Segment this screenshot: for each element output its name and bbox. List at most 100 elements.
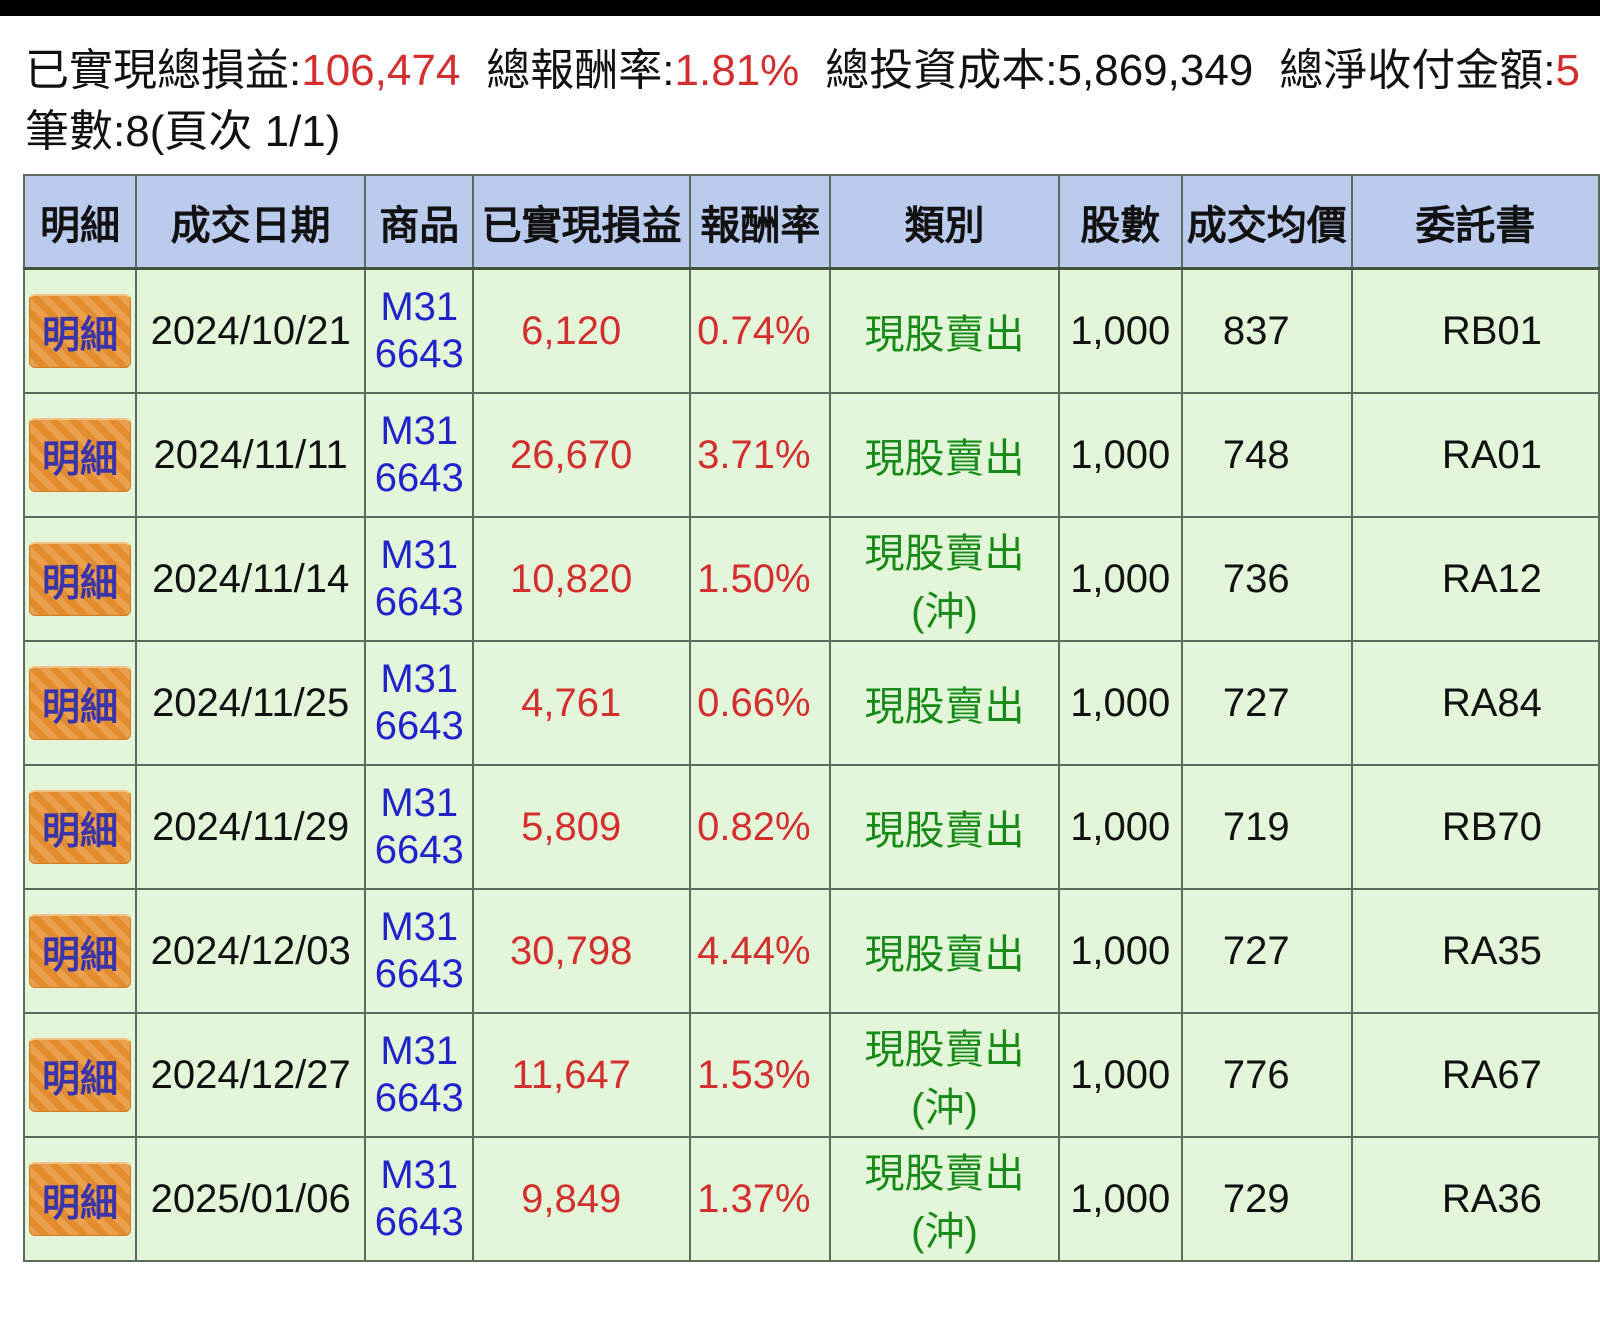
product-code-cell: M31 6643 xyxy=(364,267,475,394)
detail-button[interactable]: 明細 xyxy=(28,294,131,368)
category-cell: 現股賣出 xyxy=(829,267,1060,394)
order-no-cell: RA67 xyxy=(1350,1012,1600,1138)
category-cell: 現股賣出(沖) xyxy=(829,516,1060,642)
total-return-rate: 總報酬率:1.81% xyxy=(486,46,799,95)
avg-price-cell: 727 xyxy=(1180,640,1353,766)
table-row: 明細 2024/11/25 M31 6643 4,761 0.66% 現股賣出 … xyxy=(23,640,1600,766)
total-investment-cost: 總投資成本:5,869,349 xyxy=(825,46,1253,95)
col-header-category: 類別 xyxy=(829,174,1060,270)
category-cell: 現股賣出 xyxy=(829,764,1060,890)
detail-cell: 明細 xyxy=(23,267,137,394)
product-code-cell: M31 6643 xyxy=(364,392,475,518)
table-row: 明細 2024/12/03 M31 6643 30,798 4.44% 現股賣出… xyxy=(23,888,1600,1014)
table-row: 明細 2025/01/06 M31 6643 9,849 1.37% 現股賣出(… xyxy=(23,1136,1600,1262)
trade-date-cell: 2024/11/25 xyxy=(134,640,367,766)
table-row: 明細 2024/11/11 M31 6643 26,670 3.71% 現股賣出… xyxy=(23,392,1600,518)
trade-date-cell: 2024/11/14 xyxy=(134,516,367,642)
total-return-rate-value: 1.81% xyxy=(674,46,800,95)
col-header-return-rate: 報酬率 xyxy=(689,174,832,270)
col-header-realized-pnl: 已實現損益 xyxy=(472,174,692,270)
return-rate-cell: 0.66% xyxy=(689,640,832,766)
trade-date-cell: 2025/01/06 xyxy=(134,1136,367,1262)
table-row: 明細 2024/12/27 M31 6643 11,647 1.53% 現股賣出… xyxy=(23,1012,1600,1138)
detail-cell: 明細 xyxy=(23,888,137,1014)
category-cell: 現股賣出 xyxy=(829,392,1060,518)
total-realized-pnl-label: 已實現總損益: xyxy=(25,46,302,95)
col-header-trade-date: 成交日期 xyxy=(134,174,367,270)
detail-cell: 明細 xyxy=(23,1012,137,1138)
total-net-payment: 總淨收付金額:5 xyxy=(1279,46,1580,95)
order-no-cell: RB70 xyxy=(1350,764,1600,890)
realized-pnl-cell: 11,647 xyxy=(472,1012,692,1138)
return-rate-cell: 0.74% xyxy=(689,267,832,394)
product-code-cell: M31 6643 xyxy=(364,640,475,766)
avg-price-cell: 837 xyxy=(1180,267,1353,394)
header-row: 明細 成交日期 商品 已實現損益 報酬率 類別 股數 成交均價 委託書 xyxy=(23,174,1600,270)
return-rate-cell: 4.44% xyxy=(689,888,832,1014)
col-header-order-no: 委託書 xyxy=(1350,174,1600,270)
category-cell: 現股賣出(沖) xyxy=(829,1136,1060,1262)
detail-button[interactable]: 明細 xyxy=(28,666,131,740)
realized-pnl-cell: 6,120 xyxy=(472,267,692,394)
return-rate-cell: 1.53% xyxy=(689,1012,832,1138)
realized-pnl-cell: 9,849 xyxy=(472,1136,692,1262)
total-realized-pnl-value: 106,474 xyxy=(301,46,461,95)
summary-line: 已實現總損益:106,474 總報酬率:1.81% 總投資成本:5,869,349 總… xyxy=(25,40,1600,102)
table-row: 明細 2024/10/21 M31 6643 6,120 0.74% 現股賣出 … xyxy=(23,267,1600,394)
trade-date-cell: 2024/10/21 xyxy=(134,267,367,394)
realized-pnl-cell: 10,820 xyxy=(472,516,692,642)
avg-price-cell: 719 xyxy=(1180,764,1353,890)
col-header-shares: 股數 xyxy=(1057,174,1183,270)
record-count-line: 筆數:8(頁次 1/1) xyxy=(25,107,341,156)
shares-cell: 1,000 xyxy=(1057,640,1183,766)
product-code-cell: M31 6643 xyxy=(364,1012,475,1138)
realized-pnl-cell: 5,809 xyxy=(472,764,692,890)
detail-button[interactable]: 明細 xyxy=(28,542,131,616)
detail-cell: 明細 xyxy=(23,640,137,766)
shares-cell: 1,000 xyxy=(1057,1136,1183,1262)
trade-date-cell: 2024/12/03 xyxy=(134,888,367,1014)
trade-date-cell: 2024/12/27 xyxy=(134,1012,367,1138)
order-no-cell: RA01 xyxy=(1350,392,1600,518)
order-no-cell: RA35 xyxy=(1350,888,1600,1014)
detail-cell: 明細 xyxy=(23,1136,137,1262)
detail-button[interactable]: 明細 xyxy=(28,914,131,988)
table-row: 明細 2024/11/14 M31 6643 10,820 1.50% 現股賣出… xyxy=(23,516,1600,642)
col-header-detail: 明細 xyxy=(23,174,137,270)
detail-button[interactable]: 明細 xyxy=(28,418,131,492)
avg-price-cell: 748 xyxy=(1180,392,1353,518)
category-cell: 現股賣出 xyxy=(829,888,1060,1014)
product-code-cell: M31 6643 xyxy=(364,516,475,642)
product-code-cell: M31 6643 xyxy=(364,1136,475,1262)
avg-price-cell: 727 xyxy=(1180,888,1353,1014)
avg-price-cell: 729 xyxy=(1180,1136,1353,1262)
detail-button[interactable]: 明細 xyxy=(28,790,131,864)
avg-price-cell: 736 xyxy=(1180,516,1353,642)
return-rate-cell: 1.37% xyxy=(689,1136,832,1262)
detail-button[interactable]: 明細 xyxy=(28,1038,131,1112)
top-black-bar xyxy=(0,0,1600,16)
total-net-payment-value: 5 xyxy=(1555,46,1580,95)
total-investment-cost-value: 5,869,349 xyxy=(1057,46,1254,95)
trade-date-cell: 2024/11/11 xyxy=(134,392,367,518)
col-header-product: 商品 xyxy=(364,174,475,270)
shares-cell: 1,000 xyxy=(1057,764,1183,890)
category-cell: 現股賣出 xyxy=(829,640,1060,766)
order-no-cell: RA36 xyxy=(1350,1136,1600,1262)
order-no-cell: RB01 xyxy=(1350,267,1600,394)
realized-pnl-cell: 30,798 xyxy=(472,888,692,1014)
detail-cell: 明細 xyxy=(23,392,137,518)
detail-button[interactable]: 明細 xyxy=(28,1162,131,1236)
order-no-cell: RA12 xyxy=(1350,516,1600,642)
shares-cell: 1,000 xyxy=(1057,516,1183,642)
return-rate-cell: 0.82% xyxy=(689,764,832,890)
realized-pnl-table: 明細 成交日期 商品 已實現損益 報酬率 類別 股數 成交均價 委託書 明細 2… xyxy=(23,174,1600,1262)
detail-cell: 明細 xyxy=(23,764,137,890)
product-code-cell: M31 6643 xyxy=(364,888,475,1014)
product-code-cell: M31 6643 xyxy=(364,764,475,890)
realized-pnl-cell: 26,670 xyxy=(472,392,692,518)
trade-date-cell: 2024/11/29 xyxy=(134,764,367,890)
realized-pnl-cell: 4,761 xyxy=(472,640,692,766)
return-rate-cell: 3.71% xyxy=(689,392,832,518)
order-no-cell: RA84 xyxy=(1350,640,1600,766)
